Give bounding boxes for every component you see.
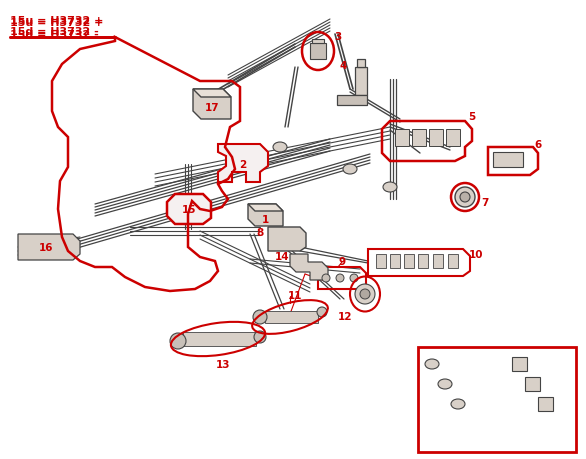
Polygon shape bbox=[18, 235, 80, 260]
Text: 14: 14 bbox=[275, 252, 289, 262]
Text: 8: 8 bbox=[257, 228, 264, 237]
Polygon shape bbox=[493, 153, 523, 168]
Polygon shape bbox=[418, 254, 428, 269]
Polygon shape bbox=[312, 40, 324, 44]
Text: 12: 12 bbox=[338, 311, 352, 321]
Polygon shape bbox=[248, 205, 283, 226]
Polygon shape bbox=[538, 397, 553, 411]
Polygon shape bbox=[433, 254, 443, 269]
Polygon shape bbox=[357, 60, 365, 68]
Ellipse shape bbox=[425, 359, 439, 369]
Polygon shape bbox=[412, 130, 426, 147]
Text: 15d = H3732 -: 15d = H3732 - bbox=[10, 27, 99, 37]
Text: 15: 15 bbox=[182, 205, 196, 214]
Text: 15u = H3732 +: 15u = H3732 + bbox=[10, 18, 103, 28]
Text: 4: 4 bbox=[339, 61, 347, 71]
Polygon shape bbox=[404, 254, 414, 269]
Circle shape bbox=[322, 274, 330, 282]
Text: 11: 11 bbox=[288, 291, 302, 300]
Circle shape bbox=[253, 310, 267, 325]
Polygon shape bbox=[446, 130, 460, 147]
Circle shape bbox=[336, 274, 344, 282]
Polygon shape bbox=[193, 90, 231, 98]
Polygon shape bbox=[429, 130, 443, 147]
Polygon shape bbox=[310, 44, 326, 60]
Text: 6: 6 bbox=[534, 140, 541, 150]
Polygon shape bbox=[290, 254, 328, 280]
Ellipse shape bbox=[438, 379, 452, 389]
Polygon shape bbox=[183, 332, 256, 346]
Circle shape bbox=[170, 333, 186, 349]
Text: 5: 5 bbox=[468, 112, 476, 122]
Polygon shape bbox=[248, 205, 283, 212]
Polygon shape bbox=[376, 254, 386, 269]
Polygon shape bbox=[218, 145, 268, 183]
Polygon shape bbox=[167, 195, 211, 224]
Text: 15u = H3732 +: 15u = H3732 + bbox=[10, 16, 103, 26]
Text: 2: 2 bbox=[239, 160, 247, 170]
Polygon shape bbox=[193, 90, 231, 120]
Ellipse shape bbox=[273, 143, 287, 153]
Polygon shape bbox=[525, 377, 540, 391]
Polygon shape bbox=[265, 311, 318, 323]
Polygon shape bbox=[512, 357, 527, 371]
Text: 10: 10 bbox=[469, 249, 483, 259]
Polygon shape bbox=[395, 130, 409, 147]
Ellipse shape bbox=[383, 183, 397, 193]
Text: 9: 9 bbox=[339, 257, 346, 266]
Circle shape bbox=[350, 274, 358, 282]
Bar bbox=[418, 347, 576, 452]
Circle shape bbox=[455, 188, 475, 207]
Polygon shape bbox=[390, 254, 400, 269]
Text: 16: 16 bbox=[39, 242, 53, 252]
Text: 3: 3 bbox=[335, 32, 342, 42]
Polygon shape bbox=[448, 254, 458, 269]
Circle shape bbox=[254, 331, 266, 343]
Ellipse shape bbox=[343, 165, 357, 174]
Text: 1: 1 bbox=[261, 214, 268, 224]
Circle shape bbox=[360, 289, 370, 299]
Circle shape bbox=[460, 193, 470, 202]
Polygon shape bbox=[355, 68, 367, 96]
Polygon shape bbox=[337, 96, 367, 106]
Text: 7: 7 bbox=[481, 197, 489, 207]
Polygon shape bbox=[268, 228, 306, 252]
Circle shape bbox=[317, 308, 327, 317]
Text: 17: 17 bbox=[205, 103, 219, 113]
Text: 13: 13 bbox=[216, 359, 230, 369]
Text: 15d = H3732 -: 15d = H3732 - bbox=[10, 30, 99, 40]
Ellipse shape bbox=[451, 399, 465, 409]
Circle shape bbox=[355, 285, 375, 304]
